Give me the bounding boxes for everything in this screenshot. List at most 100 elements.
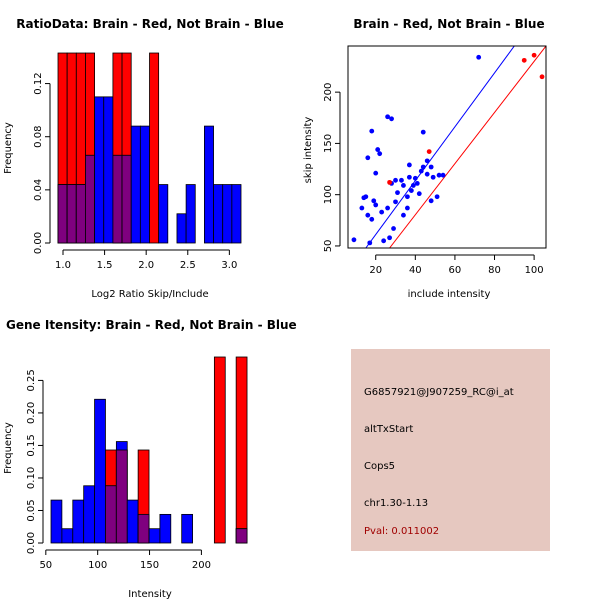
ratio-bar-brain [149, 52, 160, 244]
scatter-point [401, 212, 406, 218]
scatter-point [418, 168, 424, 174]
scatter-chart-title: Brain - Red, Not Brain - Blue [353, 17, 544, 31]
scatter-point [420, 164, 426, 170]
intensity-bar-overlap [235, 528, 248, 544]
ratio-x-tick-label: 1.5 [97, 260, 113, 271]
ratio-bar-overlap [75, 184, 86, 244]
scatter-point [521, 57, 527, 63]
scatter-x-tick-label: 80 [488, 265, 501, 276]
scatter-point [381, 238, 387, 244]
ratio-bar-overlap [121, 154, 132, 244]
scatter-point [531, 52, 537, 58]
scatter-point [369, 128, 375, 134]
ratio-bar-not-brain [130, 125, 141, 244]
intensity-bar-not-brain [72, 499, 85, 544]
scatter-xlabel: include intensity [408, 289, 491, 300]
scatter-plot: 20 40 60 80 100 50 100 150 200 [323, 45, 547, 276]
scatter-x-tick-label: 40 [409, 265, 422, 276]
scatter-plot-frame [347, 45, 547, 249]
intensity-bar-not-brain [50, 499, 63, 544]
scatter-point [436, 172, 442, 178]
ratio-bar-overlap [66, 184, 77, 244]
scatter-fit-line [365, 46, 515, 248]
scatter-point [367, 240, 373, 246]
scatter-y-tick-label: 50 [323, 240, 334, 253]
probe-id-label: G6857921@J907259_RC@i_at [364, 387, 514, 398]
ratio-xlabel: Log2 Ratio Skip/Include [91, 289, 208, 300]
ratio-bar-not-brain [222, 184, 233, 244]
scatter-point [399, 177, 404, 183]
scatter-point [424, 171, 430, 177]
pval-label: Pval: 0.011002 [364, 526, 440, 537]
scatter-ylabel: skip intensity [303, 117, 314, 184]
ratio-chart-title: RatioData: Brain - Red, Not Brain - Blue [16, 17, 283, 31]
scatter-point [391, 226, 396, 231]
scatter-point [430, 174, 436, 180]
scatter-point [428, 198, 434, 204]
scatter-point [365, 155, 371, 161]
ratio-x-tick-label: 2.5 [180, 260, 196, 271]
intensity-bar-brain [235, 356, 248, 544]
ratio-bar-not-brain [176, 213, 187, 244]
scatter-point [405, 205, 410, 211]
intensity-ylabel: Frequency [3, 422, 14, 474]
scatter-point [389, 116, 394, 122]
intensity-y-tick-label: 0.00 [26, 532, 37, 554]
scatter-point [408, 188, 414, 193]
ratio-ylabel: Frequency [3, 122, 14, 174]
intensity-bar-overlap [137, 513, 150, 544]
ratio-bar-not-brain [213, 184, 224, 244]
intensity-x-tick-label: 100 [88, 560, 107, 571]
scatter-point [428, 164, 434, 170]
scatter-point [377, 151, 383, 157]
intensity-x-tick-label: 200 [192, 560, 211, 571]
scatter-point [393, 177, 398, 183]
scatter-point [414, 181, 420, 186]
intensity-x-tick-label: 150 [140, 560, 159, 571]
scatter-point [434, 194, 440, 200]
ratio-histogram: 1.0 1.5 2.0 2.5 3.0 0.00 0.04 0.08 0.12 [33, 52, 242, 271]
intensity-y-tick-label: 0.10 [26, 467, 37, 489]
scatter-y-tick-label: 100 [323, 185, 334, 204]
event-type-label: altTxStart [364, 424, 414, 435]
ratio-bar-not-brain [231, 184, 242, 244]
intensity-bar-brain [213, 356, 226, 544]
ratio-bar-not-brain [158, 184, 169, 244]
scatter-point [363, 194, 369, 200]
scatter-point [401, 183, 406, 188]
ratio-x-tick-label: 3.0 [221, 260, 237, 271]
scatter-point [416, 191, 422, 197]
gene-name-label: Cops5 [364, 461, 396, 472]
scatter-point [373, 202, 379, 208]
scatter-x-tick-label: 20 [369, 265, 382, 276]
intensity-bar-not-brain [148, 528, 161, 544]
scatter-point [371, 198, 377, 204]
intensity-bar-not-brain [61, 528, 74, 544]
scatter-point [420, 129, 426, 135]
ratio-x-tick-label: 2.0 [138, 260, 154, 271]
intensity-histogram: 50 100 150 200 0.00 0.05 0.10 0.15 0.20 0.25 [26, 356, 248, 571]
intensity-bar-not-brain [94, 398, 106, 544]
ratio-bar-not-brain [204, 125, 214, 244]
intensity-y-tick-label: 0.25 [26, 369, 37, 391]
scatter-point [406, 162, 412, 168]
ratio-y-tick-label: 0.08 [33, 126, 44, 148]
scatter-point [387, 179, 392, 185]
scatter-point [406, 174, 412, 180]
ratio-y-tick-label: 0.04 [33, 179, 44, 201]
scatter-point [424, 158, 430, 164]
scatter-point [539, 74, 545, 80]
scatter-point [351, 237, 357, 243]
scatter-y-tick-label: 200 [323, 83, 334, 102]
ratio-bar-overlap [112, 154, 123, 244]
intensity-chart-title: Gene Itensity: Brain - Red, Not Brain - … [6, 318, 297, 332]
scatter-point [426, 149, 432, 155]
scatter-point [359, 205, 365, 211]
ratio-y-tick-label: 0.00 [33, 232, 44, 254]
scatter-point [365, 212, 371, 218]
scatter-point [375, 147, 381, 152]
intensity-y-tick-label: 0.20 [26, 402, 37, 424]
scatter-point [373, 170, 379, 176]
ratio-x-tick-label: 1.0 [55, 260, 71, 271]
